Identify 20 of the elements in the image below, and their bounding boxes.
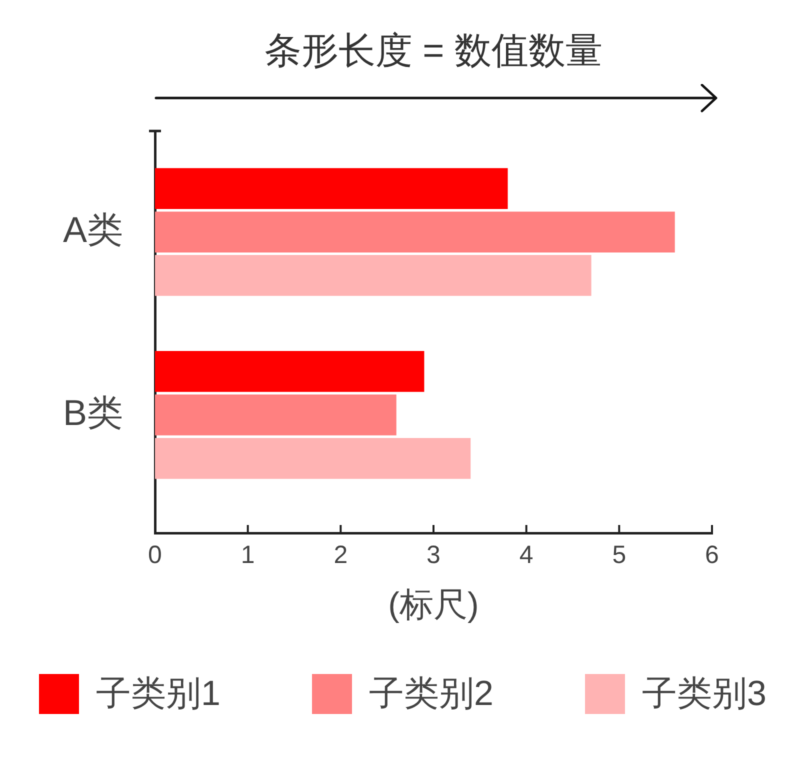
- bar: [155, 168, 508, 209]
- chart-title: 条形长度 = 数值数量: [263, 29, 604, 73]
- x-axis-title: (标尺): [388, 586, 479, 624]
- x-tick-label: 1: [240, 540, 255, 569]
- x-tick-label: 3: [426, 540, 440, 569]
- legend-label: 子类别3: [642, 673, 766, 715]
- bar: [155, 351, 424, 392]
- legend-label: 子类别2: [369, 673, 494, 715]
- x-tick-label: 2: [334, 540, 348, 569]
- legend-label: 子类别1: [96, 673, 220, 715]
- x-tick-label: 0: [148, 540, 162, 569]
- bar: [155, 212, 675, 252]
- bar: [155, 438, 471, 479]
- bar: [155, 394, 396, 436]
- bar: [155, 255, 592, 296]
- x-tick-label: 4: [519, 540, 534, 569]
- x-tick-label: 5: [612, 540, 626, 569]
- x-tick-label: 6: [705, 540, 719, 569]
- y-tick-label: A类: [62, 208, 123, 250]
- y-tick-label: B类: [62, 392, 123, 433]
